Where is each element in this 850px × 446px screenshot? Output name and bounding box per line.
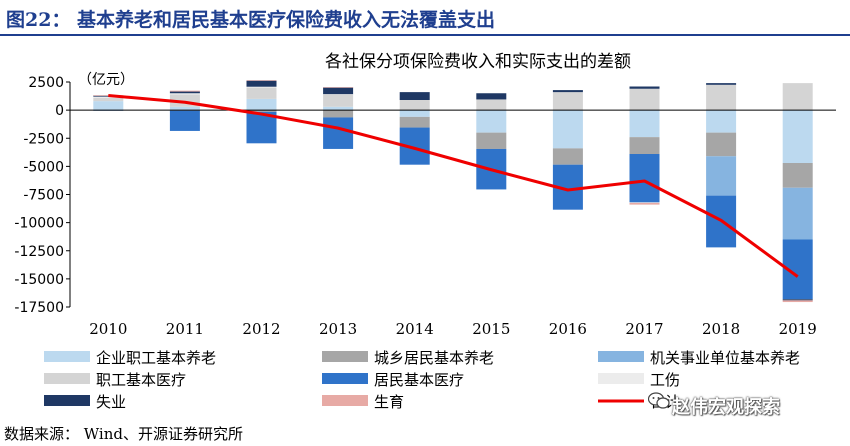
x-tick-label: 2014 xyxy=(396,320,434,338)
y-tick-label: -10000 xyxy=(14,216,64,232)
bar-segment xyxy=(169,106,200,111)
bar-segment xyxy=(782,83,813,111)
bar-segment xyxy=(476,99,507,111)
bar-segment xyxy=(629,137,660,154)
bar-segment xyxy=(629,86,660,89)
bar-segment xyxy=(629,110,660,138)
y-axis-unit-label: （亿元） xyxy=(78,72,134,88)
legend-swatch xyxy=(322,395,368,406)
bar-segment xyxy=(706,83,737,85)
bar-segment xyxy=(246,87,277,99)
bar-segment xyxy=(93,97,124,102)
bar-segment xyxy=(323,87,354,88)
bar-segment xyxy=(629,202,660,203)
source-note: 数据来源： Wind、开源证券研究所 xyxy=(4,425,243,443)
legend-label: 职工基本医疗 xyxy=(96,371,186,389)
bar-segment xyxy=(323,106,354,111)
bar-segment xyxy=(476,110,507,133)
bar-segment xyxy=(629,154,660,203)
bar-segment xyxy=(246,110,277,112)
bar-segment xyxy=(246,86,277,88)
total-line xyxy=(108,94,799,278)
y-tick-label: 0 xyxy=(55,103,64,119)
bar-segment xyxy=(782,110,813,163)
bar-segment xyxy=(169,93,200,95)
legend-swatch xyxy=(598,351,644,362)
bar-segment xyxy=(323,87,354,95)
figure-title: 图22： 基本养老和居民基本医疗保险费收入无法覆盖支出 xyxy=(6,9,496,31)
title-divider xyxy=(0,34,850,36)
bar-segment xyxy=(552,92,583,111)
bar-segment xyxy=(552,90,583,93)
x-tick-label: 2019 xyxy=(779,320,817,338)
bar-segment xyxy=(706,110,737,133)
legend-swatch xyxy=(44,395,90,406)
bar-segment xyxy=(246,98,277,111)
chart-title: 各社保分项保险费收入和实际支出的差额 xyxy=(325,52,631,72)
bar-segment xyxy=(399,92,430,100)
bar-segment xyxy=(782,187,813,240)
legend-label: 城乡居民基本养老 xyxy=(374,349,494,367)
legend-label: 失业 xyxy=(96,393,126,411)
bar-segment xyxy=(706,132,737,157)
bar-segment xyxy=(706,84,737,111)
y-tick-label: 2500 xyxy=(28,75,64,91)
legend-swatch xyxy=(598,373,644,384)
legend-swatch xyxy=(322,373,368,384)
bar-segment xyxy=(476,93,507,100)
wechat-icon xyxy=(648,392,670,409)
legend-label: 企业职工基本养老 xyxy=(96,349,216,367)
bar-segment xyxy=(399,110,430,117)
bar-segment xyxy=(399,116,430,128)
bar-segment xyxy=(323,117,354,149)
y-tick-label: -5000 xyxy=(23,159,64,175)
x-tick-label: 2013 xyxy=(319,320,357,338)
bar-segment xyxy=(246,80,277,87)
bar-segment xyxy=(169,110,200,131)
bar-segment xyxy=(246,80,277,81)
legend-swatch xyxy=(44,351,90,362)
x-tick-label: 2015 xyxy=(472,320,510,338)
bar-segment xyxy=(476,132,507,149)
bar-segment xyxy=(399,100,430,111)
x-tick-label: 2016 xyxy=(549,320,587,338)
bar-segment xyxy=(629,202,660,205)
y-tick-label: -15000 xyxy=(14,272,64,288)
legend-label: 机关事业单位基本养老 xyxy=(650,349,800,367)
bar-segment xyxy=(93,101,124,111)
y-tick-label: -2500 xyxy=(23,131,64,147)
y-tick-label: -7500 xyxy=(23,188,64,204)
legend-label: 生育 xyxy=(374,393,404,411)
bar-segment xyxy=(782,163,813,188)
bar-segment xyxy=(323,94,354,107)
x-tick-label: 2017 xyxy=(625,320,663,338)
legend-label: 居民基本医疗 xyxy=(374,371,464,389)
x-tick-label: 2010 xyxy=(89,320,127,338)
legend-label: 工伤 xyxy=(650,371,680,389)
bar-segment xyxy=(629,88,660,111)
x-tick-label: 2018 xyxy=(702,320,740,338)
legend-swatch xyxy=(44,373,90,384)
bar-segment xyxy=(552,148,583,165)
bar-segment xyxy=(782,300,813,303)
x-tick-label: 2012 xyxy=(242,320,280,338)
x-tick-label: 2011 xyxy=(166,320,204,338)
legend-swatch xyxy=(322,351,368,362)
bar-segment xyxy=(552,110,583,149)
bar-segment xyxy=(169,91,200,94)
bar-segment xyxy=(93,96,124,98)
bar-segment xyxy=(706,156,737,196)
bar-segment xyxy=(169,90,200,92)
bar-segment xyxy=(323,110,354,118)
y-tick-label: -17500 xyxy=(14,300,64,316)
watermark: 赵伟宏观探索 xyxy=(672,397,780,418)
bar-segment xyxy=(323,94,354,95)
y-tick-label: -12500 xyxy=(14,244,64,260)
bar-segment xyxy=(782,299,813,301)
